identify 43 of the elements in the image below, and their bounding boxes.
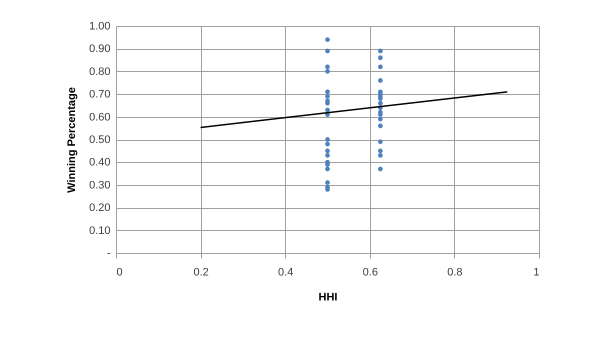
point [378, 139, 383, 144]
x-tick-label: 0.2 [193, 266, 209, 278]
point [325, 69, 330, 74]
point [378, 64, 383, 70]
y-tick-label: 0.20 [89, 202, 110, 214]
point [378, 55, 383, 60]
y-tick-label: 0.10 [89, 224, 110, 237]
point [378, 153, 383, 158]
x-tick-label: 0.4 [278, 266, 294, 278]
point [325, 166, 330, 172]
x-tick-label: 1 [533, 266, 540, 278]
point [325, 108, 330, 112]
y-tick-label: - [106, 248, 111, 260]
point [325, 148, 330, 154]
point [325, 64, 330, 70]
point [325, 37, 330, 42]
y-tick-label: 0.50 [89, 134, 110, 146]
point [325, 180, 330, 185]
point [378, 148, 383, 154]
point [325, 48, 330, 54]
y-tick-label: 0.70 [89, 88, 110, 101]
point [378, 48, 383, 54]
y-tick-label: 0.90 [89, 43, 110, 56]
point [378, 116, 383, 122]
x-tick-label: 0.8 [447, 266, 463, 278]
y-tick-label: 0.60 [89, 111, 110, 124]
x-axis-title: HHI [318, 292, 338, 304]
x-tick-label: 0 [116, 266, 123, 278]
y-tick-label: 0.30 [89, 179, 110, 192]
point [378, 166, 383, 172]
y-tick-label: 0.80 [89, 66, 110, 78]
y-tick-label: 1.00 [89, 20, 110, 32]
point [325, 137, 330, 142]
y-axis-title: Winning Percentage [66, 87, 78, 193]
point [325, 142, 330, 146]
point [378, 124, 383, 128]
x-tick-label: 0.6 [362, 266, 378, 278]
point [325, 94, 330, 99]
point [378, 78, 383, 83]
y-tick-label: 0.40 [89, 156, 110, 169]
point [325, 89, 330, 94]
point [378, 100, 383, 106]
point [325, 153, 330, 158]
